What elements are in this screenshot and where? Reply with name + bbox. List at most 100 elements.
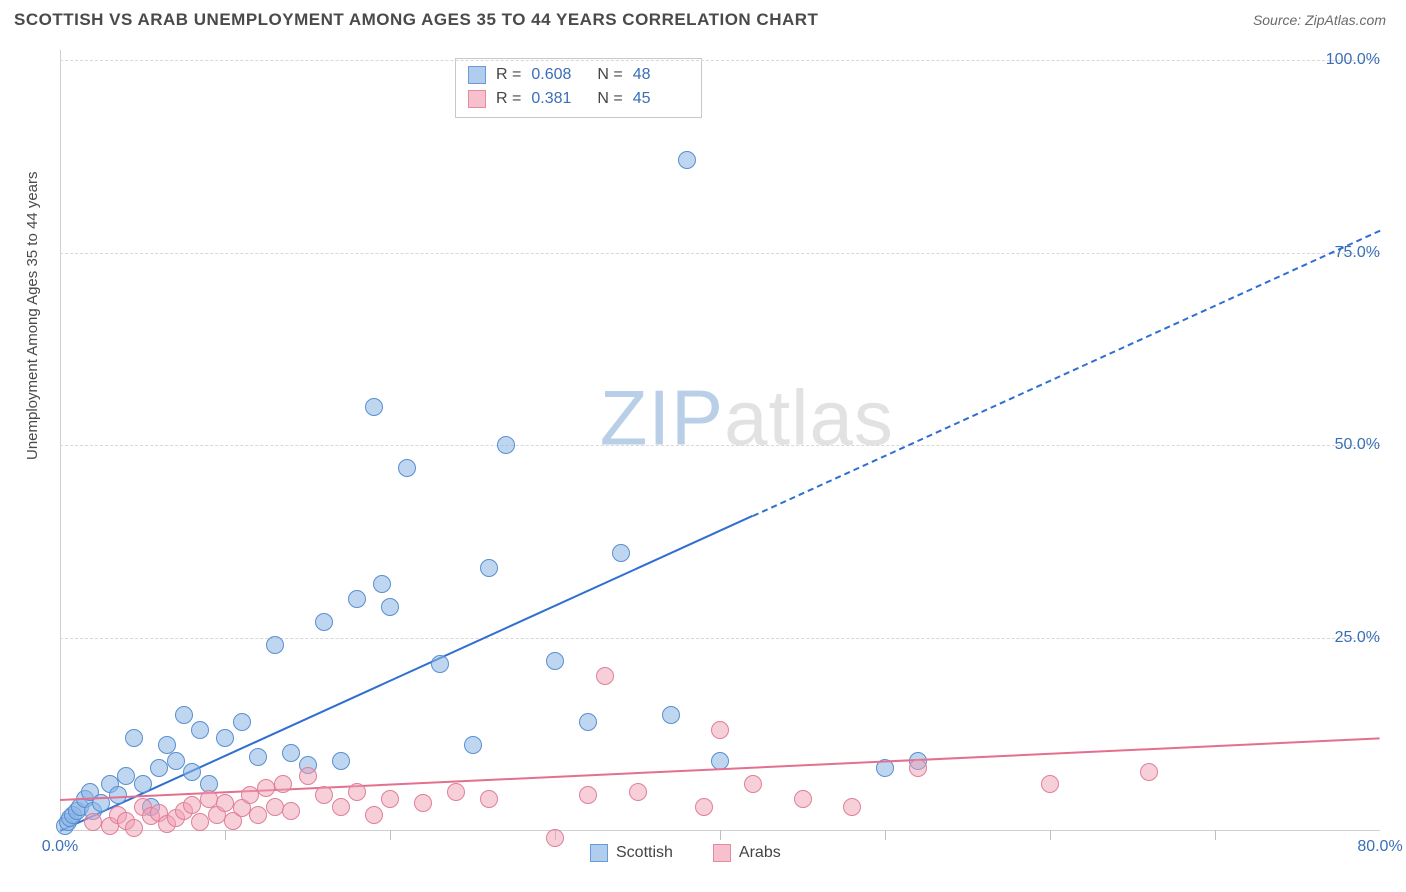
data-point-scottish	[134, 775, 152, 793]
data-point-scottish	[233, 713, 251, 731]
legend-stat-row: R =0.381N =45	[468, 87, 689, 111]
data-point-scottish	[365, 398, 383, 416]
scatter-plot: ZIPatlas R =0.608N =48R =0.381N =45 Scot…	[50, 50, 1390, 850]
legend-series: Scottish Arabs	[590, 844, 781, 862]
legend-stat-row: R = 0.608 N = 48	[468, 63, 689, 87]
data-point-arabs	[711, 721, 729, 739]
legend-item: Scottish	[590, 844, 673, 862]
stat-n-label: N =	[597, 87, 622, 111]
data-point-arabs	[266, 798, 284, 816]
data-point-arabs	[282, 802, 300, 820]
data-point-arabs	[315, 786, 333, 804]
data-point-arabs	[365, 806, 383, 824]
data-point-arabs	[125, 819, 143, 837]
chart-area: Unemployment Among Ages 35 to 44 years Z…	[50, 50, 1390, 850]
data-point-scottish	[431, 655, 449, 673]
y-tick-label: 50.0%	[1335, 436, 1380, 454]
data-point-arabs	[546, 829, 564, 847]
x-tick	[390, 830, 391, 840]
data-point-scottish	[348, 590, 366, 608]
x-tick	[1215, 830, 1216, 840]
data-point-arabs	[744, 775, 762, 793]
data-point-scottish	[381, 598, 399, 616]
stat-n-value: 48	[633, 63, 689, 87]
data-point-arabs	[249, 806, 267, 824]
legend-swatch	[590, 844, 608, 862]
x-tick	[225, 830, 226, 840]
data-point-arabs	[216, 794, 234, 812]
stat-n-label: N =	[597, 63, 622, 87]
stat-n-value: 45	[633, 87, 689, 111]
data-point-arabs	[909, 759, 927, 777]
data-point-arabs	[447, 783, 465, 801]
trend-line-scottish-extrapolated	[753, 229, 1381, 516]
data-point-arabs	[414, 794, 432, 812]
x-tick	[885, 830, 886, 840]
data-point-scottish	[150, 759, 168, 777]
x-tick-label: 80.0%	[1357, 838, 1402, 856]
legend-swatch	[468, 90, 486, 108]
data-point-scottish	[497, 436, 515, 454]
data-point-scottish	[373, 575, 391, 593]
data-point-scottish	[175, 706, 193, 724]
gridline	[60, 253, 1380, 254]
x-tick	[1050, 830, 1051, 840]
data-point-arabs	[381, 790, 399, 808]
data-point-arabs	[629, 783, 647, 801]
data-point-arabs	[480, 790, 498, 808]
legend-stats: R = 0.608 N = 48R = 0.381 N = 45	[455, 58, 702, 118]
data-point-scottish	[398, 459, 416, 477]
data-point-arabs	[348, 783, 366, 801]
gridline	[60, 445, 1380, 446]
data-point-scottish	[249, 748, 267, 766]
gridline	[60, 60, 1380, 61]
watermark: ZIPatlas	[600, 373, 894, 464]
data-point-scottish	[315, 613, 333, 631]
gridline	[60, 638, 1380, 639]
legend-swatch	[468, 66, 486, 84]
data-point-scottish	[464, 736, 482, 754]
data-point-arabs	[596, 667, 614, 685]
data-point-scottish	[216, 729, 234, 747]
data-point-arabs	[1140, 763, 1158, 781]
stat-r-label: R =	[496, 63, 521, 87]
legend-label: Scottish	[616, 844, 673, 862]
data-point-arabs	[191, 813, 209, 831]
data-point-scottish	[332, 752, 350, 770]
data-point-scottish	[125, 729, 143, 747]
data-point-arabs	[695, 798, 713, 816]
data-point-scottish	[546, 652, 564, 670]
legend-label: Arabs	[739, 844, 781, 862]
data-point-scottish	[282, 744, 300, 762]
data-point-scottish	[191, 721, 209, 739]
y-axis-label: Unemployment Among Ages 35 to 44 years	[24, 171, 41, 460]
chart-title: SCOTTISH VS ARAB UNEMPLOYMENT AMONG AGES…	[14, 10, 818, 30]
y-tick-label: 100.0%	[1326, 51, 1380, 69]
x-tick	[720, 830, 721, 840]
data-point-arabs	[1041, 775, 1059, 793]
y-tick-label: 25.0%	[1335, 629, 1380, 647]
stat-r-value: 0.381	[531, 87, 587, 111]
legend-swatch	[713, 844, 731, 862]
legend-item: Arabs	[713, 844, 781, 862]
data-point-scottish	[183, 763, 201, 781]
data-point-arabs	[299, 767, 317, 785]
x-tick-label: 0.0%	[42, 838, 78, 856]
y-axis	[60, 50, 61, 830]
data-point-arabs	[84, 813, 102, 831]
watermark-zip: ZIP	[600, 374, 724, 462]
data-point-arabs	[241, 786, 259, 804]
data-point-scottish	[266, 636, 284, 654]
data-point-scottish	[117, 767, 135, 785]
data-point-arabs	[257, 779, 275, 797]
stat-r-value: 0.608	[531, 63, 587, 87]
data-point-arabs	[274, 775, 292, 793]
data-point-scottish	[612, 544, 630, 562]
data-point-arabs	[332, 798, 350, 816]
watermark-atlas: atlas	[724, 374, 894, 462]
data-point-arabs	[183, 796, 201, 814]
data-point-scottish	[480, 559, 498, 577]
data-point-scottish	[167, 752, 185, 770]
data-point-arabs	[843, 798, 861, 816]
source-label: Source: ZipAtlas.com	[1253, 12, 1386, 28]
